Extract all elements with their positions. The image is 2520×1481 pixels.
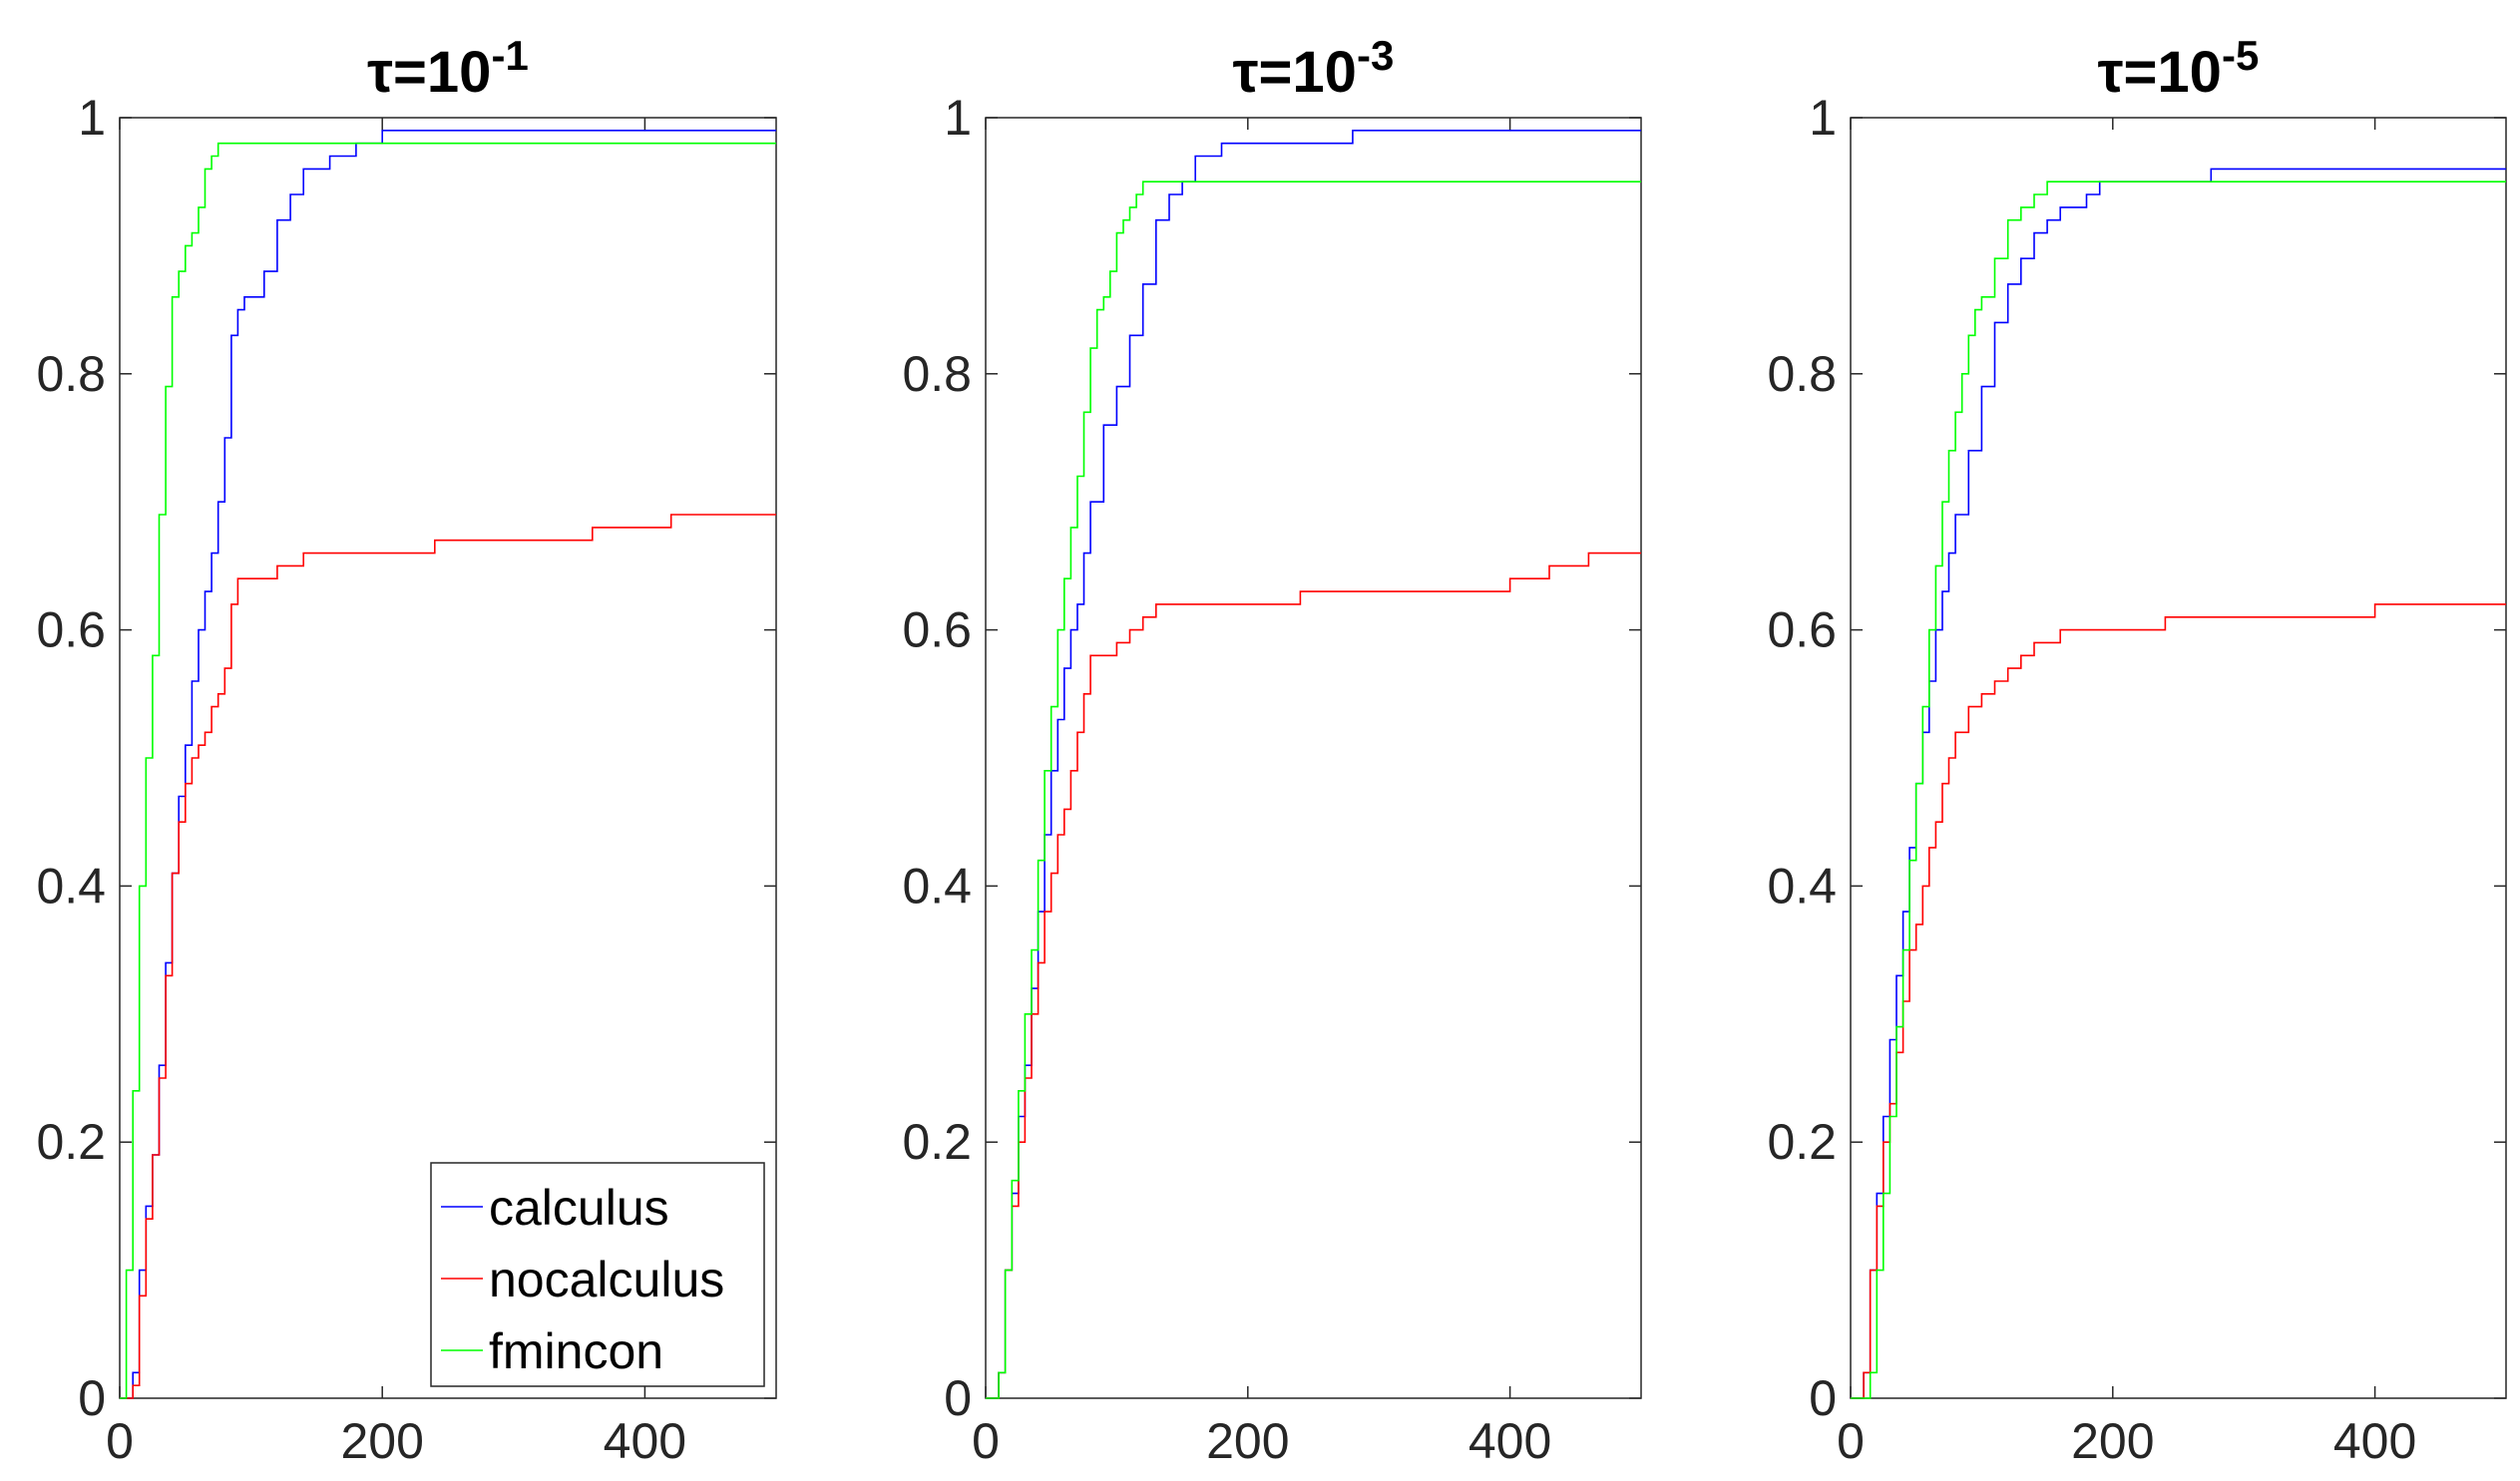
- y-tick-label: 1: [944, 90, 972, 146]
- y-tick-label: 0.2: [36, 1114, 106, 1170]
- y-tick-label: 0.4: [36, 858, 106, 914]
- legend-label-fmincon: fmincon: [489, 1323, 663, 1379]
- chart-title: τ=10-3: [1233, 32, 1395, 105]
- chart-panel-1: 0 0.2 0.4 0.6 0.8 1 0 200 400 τ=10-1 calculus nocal…: [36, 32, 777, 1469]
- y-tick-label: 0.6: [36, 602, 106, 658]
- series-line-calculus: [986, 130, 1641, 1399]
- axes-box: [985, 117, 1642, 1399]
- chart-title-base: τ=10: [367, 40, 491, 105]
- x-tick-label: 0: [972, 1413, 1000, 1469]
- y-tick-label: 0.2: [1767, 1114, 1837, 1170]
- chart-title-exponent: -1: [491, 32, 528, 79]
- chart-panel-3: 0 0.2 0.4 0.6 0.8 1 0 200 400 τ=10-5: [1767, 32, 2507, 1469]
- y-tick-label: 0.8: [902, 346, 972, 402]
- chart-panel-2: 0 0.2 0.4 0.6 0.8 1 0 200 400 τ=10-3: [902, 32, 1642, 1469]
- series-line-fmincon: [1851, 181, 2506, 1399]
- x-tick-label: 0: [1837, 1413, 1865, 1469]
- chart-title-exponent: -5: [2222, 32, 2259, 79]
- y-tick-label: 0.8: [36, 346, 106, 402]
- x-tick-label: 200: [2071, 1413, 2154, 1469]
- chart-title-base: τ=10: [2098, 40, 2222, 105]
- axes-box: [1850, 117, 2507, 1399]
- series-line-calculus: [1851, 168, 2506, 1399]
- chart-title: τ=10-1: [367, 32, 529, 105]
- series-line-fmincon: [120, 142, 776, 1399]
- y-tick-label: 1: [1809, 90, 1837, 146]
- y-tick-label: 0.4: [902, 858, 972, 914]
- axes-box: [119, 117, 777, 1399]
- legend-label-calculus: calculus: [489, 1180, 669, 1236]
- series-line-nocalculus: [1851, 603, 2506, 1399]
- chart-title-exponent: -3: [1357, 32, 1394, 79]
- chart-title: τ=10-5: [2098, 32, 2260, 105]
- y-tick-label: 0: [78, 1370, 106, 1426]
- y-tick-label: 0: [944, 1370, 972, 1426]
- x-tick-label: 400: [2333, 1413, 2416, 1469]
- x-tick-label: 200: [1206, 1413, 1289, 1469]
- legend-box: [430, 1162, 765, 1387]
- y-tick-label: 0: [1809, 1370, 1837, 1426]
- y-tick-label: 0.2: [902, 1114, 972, 1170]
- y-tick-label: 0.6: [902, 602, 972, 658]
- x-tick-label: 200: [340, 1413, 423, 1469]
- series-line-nocalculus: [120, 514, 776, 1399]
- legend: calculus nocalculus fmincon: [430, 1162, 765, 1387]
- series-line-fmincon: [986, 181, 1641, 1399]
- y-tick-label: 0.6: [1767, 602, 1837, 658]
- x-tick-label: 400: [1469, 1413, 1551, 1469]
- y-tick-label: 1: [78, 90, 106, 146]
- y-tick-label: 0.4: [1767, 858, 1837, 914]
- y-tick-label: 0.8: [1767, 346, 1837, 402]
- chart-title-base: τ=10: [1233, 40, 1357, 105]
- x-tick-label: 0: [106, 1413, 134, 1469]
- series-line-nocalculus: [986, 552, 1641, 1399]
- x-tick-label: 400: [604, 1413, 686, 1469]
- legend-label-nocalculus: nocalculus: [489, 1252, 724, 1307]
